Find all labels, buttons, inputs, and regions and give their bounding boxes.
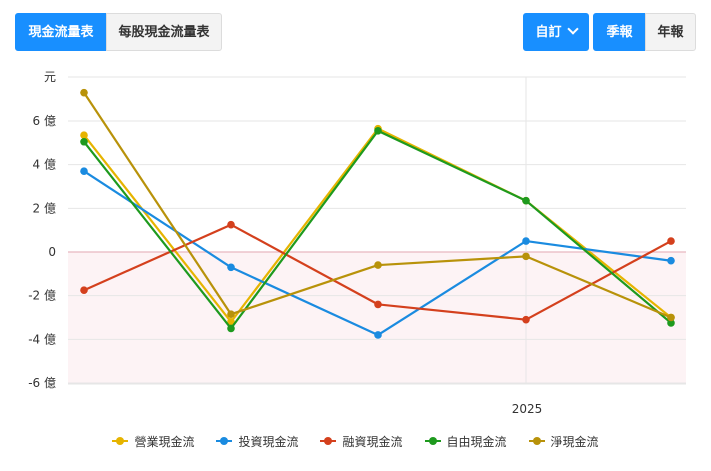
data-point xyxy=(227,324,235,333)
data-point xyxy=(227,310,235,319)
data-point xyxy=(374,331,382,339)
data-point xyxy=(667,313,675,322)
y-tick-label: 6 億 xyxy=(33,114,56,128)
data-point xyxy=(374,127,382,135)
legend-swatch xyxy=(112,436,129,446)
legend-item[interactable]: 投資現金流 xyxy=(216,431,298,451)
x-tick-label: 2025 xyxy=(512,402,543,416)
legend-swatch xyxy=(424,436,441,446)
custom-label: 自訂 xyxy=(535,25,562,40)
data-point xyxy=(227,263,235,272)
data-point xyxy=(80,88,88,97)
data-point xyxy=(522,237,530,245)
legend-swatch xyxy=(528,436,545,446)
data-point xyxy=(374,300,382,309)
negative-region xyxy=(68,252,686,384)
data-point xyxy=(667,237,675,245)
data-point xyxy=(80,131,88,140)
y-tick-label: -4 億 xyxy=(28,332,56,346)
legend-label: 投資現金流 xyxy=(238,434,299,449)
legend-label: 營業現金流 xyxy=(134,434,195,449)
y-tick-label: -2 億 xyxy=(28,289,56,303)
legend-item[interactable]: 融資現金流 xyxy=(320,431,403,451)
legend-label: 融資現金流 xyxy=(342,434,403,449)
y-tick-label: 0 xyxy=(48,245,56,259)
annual-button[interactable]: 年報 xyxy=(645,13,696,51)
data-point xyxy=(227,220,235,229)
legend-item[interactable]: 營業現金流 xyxy=(112,431,194,451)
legend-label: 自由現金流 xyxy=(446,434,507,449)
data-point xyxy=(227,318,235,326)
data-point xyxy=(80,286,88,295)
legend-item[interactable]: 自由現金流 xyxy=(424,431,507,451)
legend-swatch xyxy=(320,436,337,446)
data-point xyxy=(522,196,530,205)
data-point xyxy=(80,167,88,176)
y-tick-label: 2 億 xyxy=(33,201,56,215)
data-point xyxy=(522,252,530,261)
tab-cash-flow-statement[interactable]: 現金流量表 xyxy=(15,13,107,51)
chart-legend: 營業現金流 投資現金流 融資現金流 自由現金流 淨現金流 xyxy=(0,431,711,451)
y-tick-label: 4 億 xyxy=(33,158,56,172)
legend-swatch xyxy=(216,436,233,446)
data-point xyxy=(522,315,530,324)
data-point xyxy=(667,319,675,327)
y-tick-label: -6 億 xyxy=(28,376,56,390)
custom-dropdown-button[interactable]: 自訂 xyxy=(523,13,589,51)
y-unit-label: 元 xyxy=(44,70,56,84)
legend-label: 淨現金流 xyxy=(550,434,599,449)
data-point xyxy=(667,256,675,265)
data-point xyxy=(80,137,88,146)
legend-item[interactable]: 淨現金流 xyxy=(528,431,599,451)
tab-per-share-cash-flow[interactable]: 每股現金流量表 xyxy=(106,13,222,51)
data-point xyxy=(374,261,382,269)
